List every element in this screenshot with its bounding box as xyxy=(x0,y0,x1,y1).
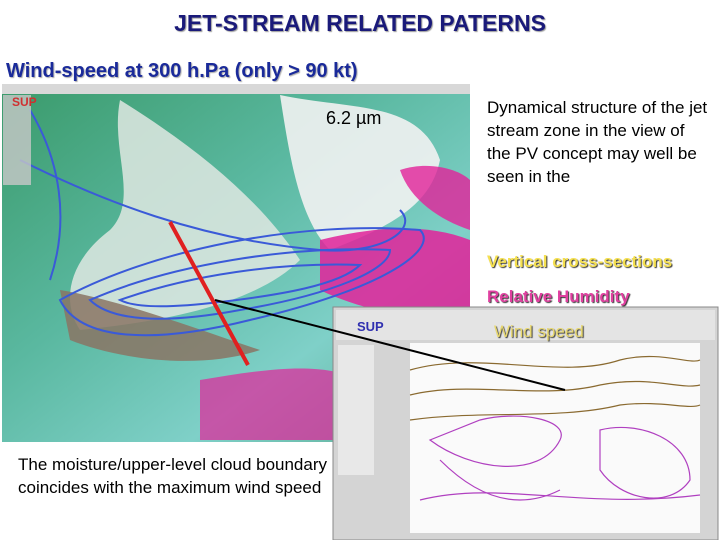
link-text: Wind speed xyxy=(494,322,584,341)
contour xyxy=(599,426,691,499)
image-toolbar xyxy=(2,84,470,94)
window-toolbar xyxy=(336,310,715,340)
moist-area xyxy=(320,228,470,330)
contour xyxy=(409,402,701,421)
image-menu xyxy=(3,95,31,185)
window-menu xyxy=(338,345,374,475)
contour xyxy=(428,415,562,467)
link-text: Relative Humidity xyxy=(487,287,630,306)
dry-area xyxy=(60,290,260,361)
plot-contours xyxy=(409,355,701,501)
contour xyxy=(409,380,701,396)
logo: SUP xyxy=(12,95,37,109)
contour xyxy=(409,355,701,371)
contour xyxy=(117,263,363,308)
contour xyxy=(58,227,425,337)
wind-contours xyxy=(19,109,425,337)
image-label: 6.2 µm xyxy=(326,108,381,128)
contour xyxy=(29,109,62,281)
moist-area xyxy=(400,165,470,230)
pointer-line xyxy=(214,299,566,391)
satellite-image: SUP 6.2 µm xyxy=(2,84,470,442)
subtitle: Wind-speed at 300 h.Pa (only > 90 kt) xyxy=(6,60,358,82)
caption: The moisture/upper-level cloud boundary … xyxy=(10,445,328,527)
plot-area xyxy=(410,343,700,533)
cross-section-line xyxy=(168,221,250,366)
link-text: Vertical cross-sections xyxy=(487,252,673,271)
contour xyxy=(19,159,407,252)
logo: SUP xyxy=(357,319,384,334)
cloud-band xyxy=(70,100,300,330)
description: Dynamical structure of the jet stream zo… xyxy=(487,98,708,186)
slide-title: JET-STREAM RELATED PATERNS xyxy=(174,10,546,36)
contour xyxy=(439,459,561,501)
contour xyxy=(88,248,392,320)
moist-area xyxy=(200,368,360,440)
